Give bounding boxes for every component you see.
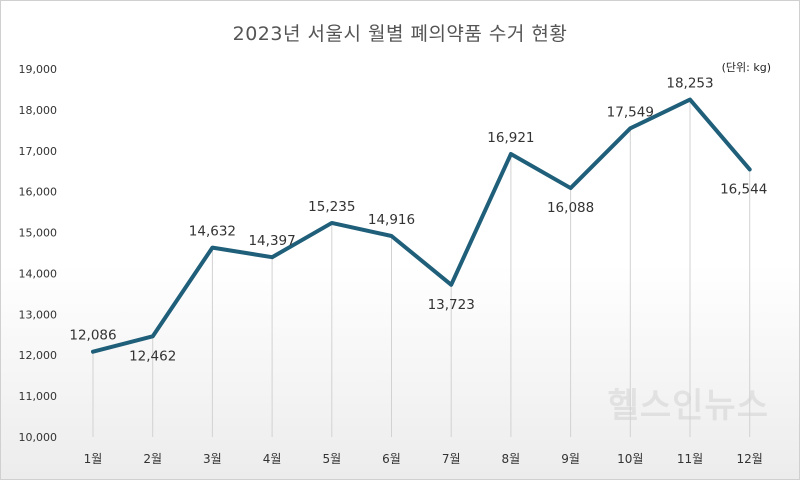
x-tick-label: 10월	[617, 452, 643, 466]
y-tick-label: 18,000	[19, 104, 58, 117]
data-label: 15,235	[308, 199, 355, 215]
unit-label: (단위: kg)	[721, 61, 771, 74]
y-tick-label: 13,000	[19, 308, 58, 321]
y-tick-label: 11,000	[19, 390, 58, 403]
data-label: 12,462	[129, 348, 176, 364]
y-tick-label: 16,000	[19, 186, 58, 199]
y-tick-label: 14,000	[19, 267, 58, 280]
data-label: 18,253	[666, 76, 713, 92]
data-label: 14,916	[368, 212, 415, 228]
x-tick-label: 1월	[84, 452, 103, 466]
x-tick-label: 12월	[737, 452, 763, 466]
x-tick-label: 7월	[442, 452, 461, 466]
x-tick-label: 6월	[382, 452, 401, 466]
y-tick-label: 19,000	[19, 63, 58, 76]
watermark: 헬스인뉴스	[607, 386, 769, 426]
data-label: 16,921	[487, 130, 534, 146]
x-tick-label: 4월	[263, 452, 282, 466]
data-label: 14,632	[189, 224, 236, 240]
x-tick-label: 5월	[322, 452, 341, 466]
y-tick-label: 15,000	[19, 227, 58, 240]
series-line	[91, 97, 752, 354]
y-tick-label: 12,000	[19, 349, 58, 362]
data-label: 14,397	[248, 233, 295, 249]
y-tick-label: 10,000	[19, 431, 58, 444]
data-label: 17,549	[607, 104, 654, 120]
x-tick-label: 9월	[561, 452, 580, 466]
data-label: 12,086	[69, 328, 116, 344]
x-tick-label: 11월	[677, 452, 703, 466]
x-tick-label: 2월	[143, 452, 162, 466]
data-label: 16,088	[547, 200, 594, 216]
x-tick-label: 8월	[502, 452, 521, 466]
y-tick-label: 17,000	[19, 145, 58, 158]
data-label: 16,544	[720, 181, 767, 197]
x-tick-label: 3월	[203, 452, 222, 466]
chart-title: 2023년 서울시 월별 폐의약품 수거 현황	[232, 23, 568, 45]
data-label: 13,723	[428, 297, 475, 313]
